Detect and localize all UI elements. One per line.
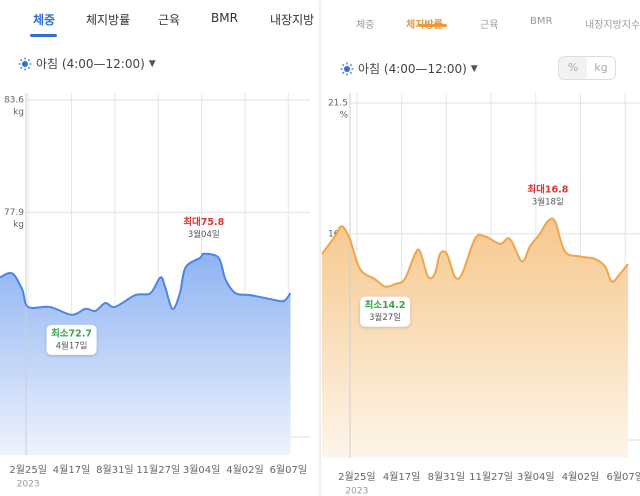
year-label: 2023 <box>17 480 40 490</box>
time-filter[interactable]: 아침 (4:00—12:00) ▼ <box>340 60 478 77</box>
dropdown-caret: ▼ <box>470 63 478 74</box>
tab[interactable]: 내장지방지수 <box>585 20 640 31</box>
x-tick-label: 4월17일 <box>53 464 91 476</box>
x-tick-label: 8월31일 <box>96 464 134 476</box>
x-tick-label: 6월07일 <box>606 471 640 483</box>
y-tick-label: 21.5 <box>328 99 348 109</box>
tab[interactable]: 체중 <box>33 13 56 27</box>
annotation-label: 최소14.2 <box>365 299 406 311</box>
x-tick-label: 6월07일 <box>270 464 308 476</box>
x-tick-label: 4월02일 <box>562 471 600 483</box>
x-tick-label: 2월25일 <box>338 471 376 483</box>
x-tick-label: 2월25일 <box>9 464 47 476</box>
y-tick-label: 77.9 <box>4 208 24 218</box>
time-filter-label: 아침 (4:00—12:00) <box>358 62 467 76</box>
annotation-label: 최대16.8 <box>527 184 568 196</box>
annotation-date: 3월18일 <box>532 197 564 208</box>
dropdown-caret: ▼ <box>148 58 156 69</box>
x-tick-label: 8월31일 <box>428 471 466 483</box>
annotation-label: 최소72.7 <box>51 327 92 339</box>
time-filter[interactable]: 아침 (4:00—12:00) ▼ <box>18 55 156 72</box>
x-tick-label: 4월17일 <box>383 471 421 483</box>
x-tick-label: 3월04일 <box>183 464 221 476</box>
tab[interactable]: 체지방률 <box>86 13 131 27</box>
y-tick-label: 83.6 <box>4 96 24 106</box>
annotation-date: 3월04일 <box>188 229 220 240</box>
tab[interactable]: 내장지방 <box>270 13 315 27</box>
sun-icon <box>340 62 354 75</box>
time-filter-label: 아침 (4:00—12:00) <box>36 57 145 71</box>
tab[interactable]: BMR <box>530 16 553 27</box>
area <box>322 218 628 458</box>
x-tick-label: 11월27일 <box>136 464 180 476</box>
y-unit-label: kg <box>13 220 24 230</box>
line <box>321 217 629 288</box>
x-tick-label: 3월04일 <box>517 471 555 483</box>
line <box>0 252 292 316</box>
x-tick-label: 11월27일 <box>469 471 513 483</box>
tab-underline <box>418 24 447 27</box>
x-tick-label: 4월02일 <box>226 464 264 476</box>
unit-option[interactable]: kg <box>594 61 608 74</box>
tab[interactable]: 근육 <box>480 20 499 31</box>
divider <box>319 0 321 496</box>
area <box>0 253 291 455</box>
annotation-box <box>46 324 97 355</box>
unit-option[interactable]: % <box>559 57 587 79</box>
sun-icon <box>18 57 32 70</box>
year-label: 2023 <box>345 487 368 496</box>
annotation-label: 최대75.8 <box>183 216 224 228</box>
tab-underline <box>30 34 57 37</box>
tab[interactable]: BMR <box>211 11 238 25</box>
y-unit-label: % <box>339 111 348 121</box>
tab[interactable]: 체중 <box>356 20 375 31</box>
y-unit-label: kg <box>13 108 24 118</box>
unit-toggle[interactable]: % kg <box>558 56 616 80</box>
annotation-date: 3월27일 <box>369 312 401 323</box>
tab[interactable]: 근육 <box>158 13 181 27</box>
annotation-date: 4월17일 <box>56 340 88 351</box>
annotation-box <box>360 296 411 327</box>
